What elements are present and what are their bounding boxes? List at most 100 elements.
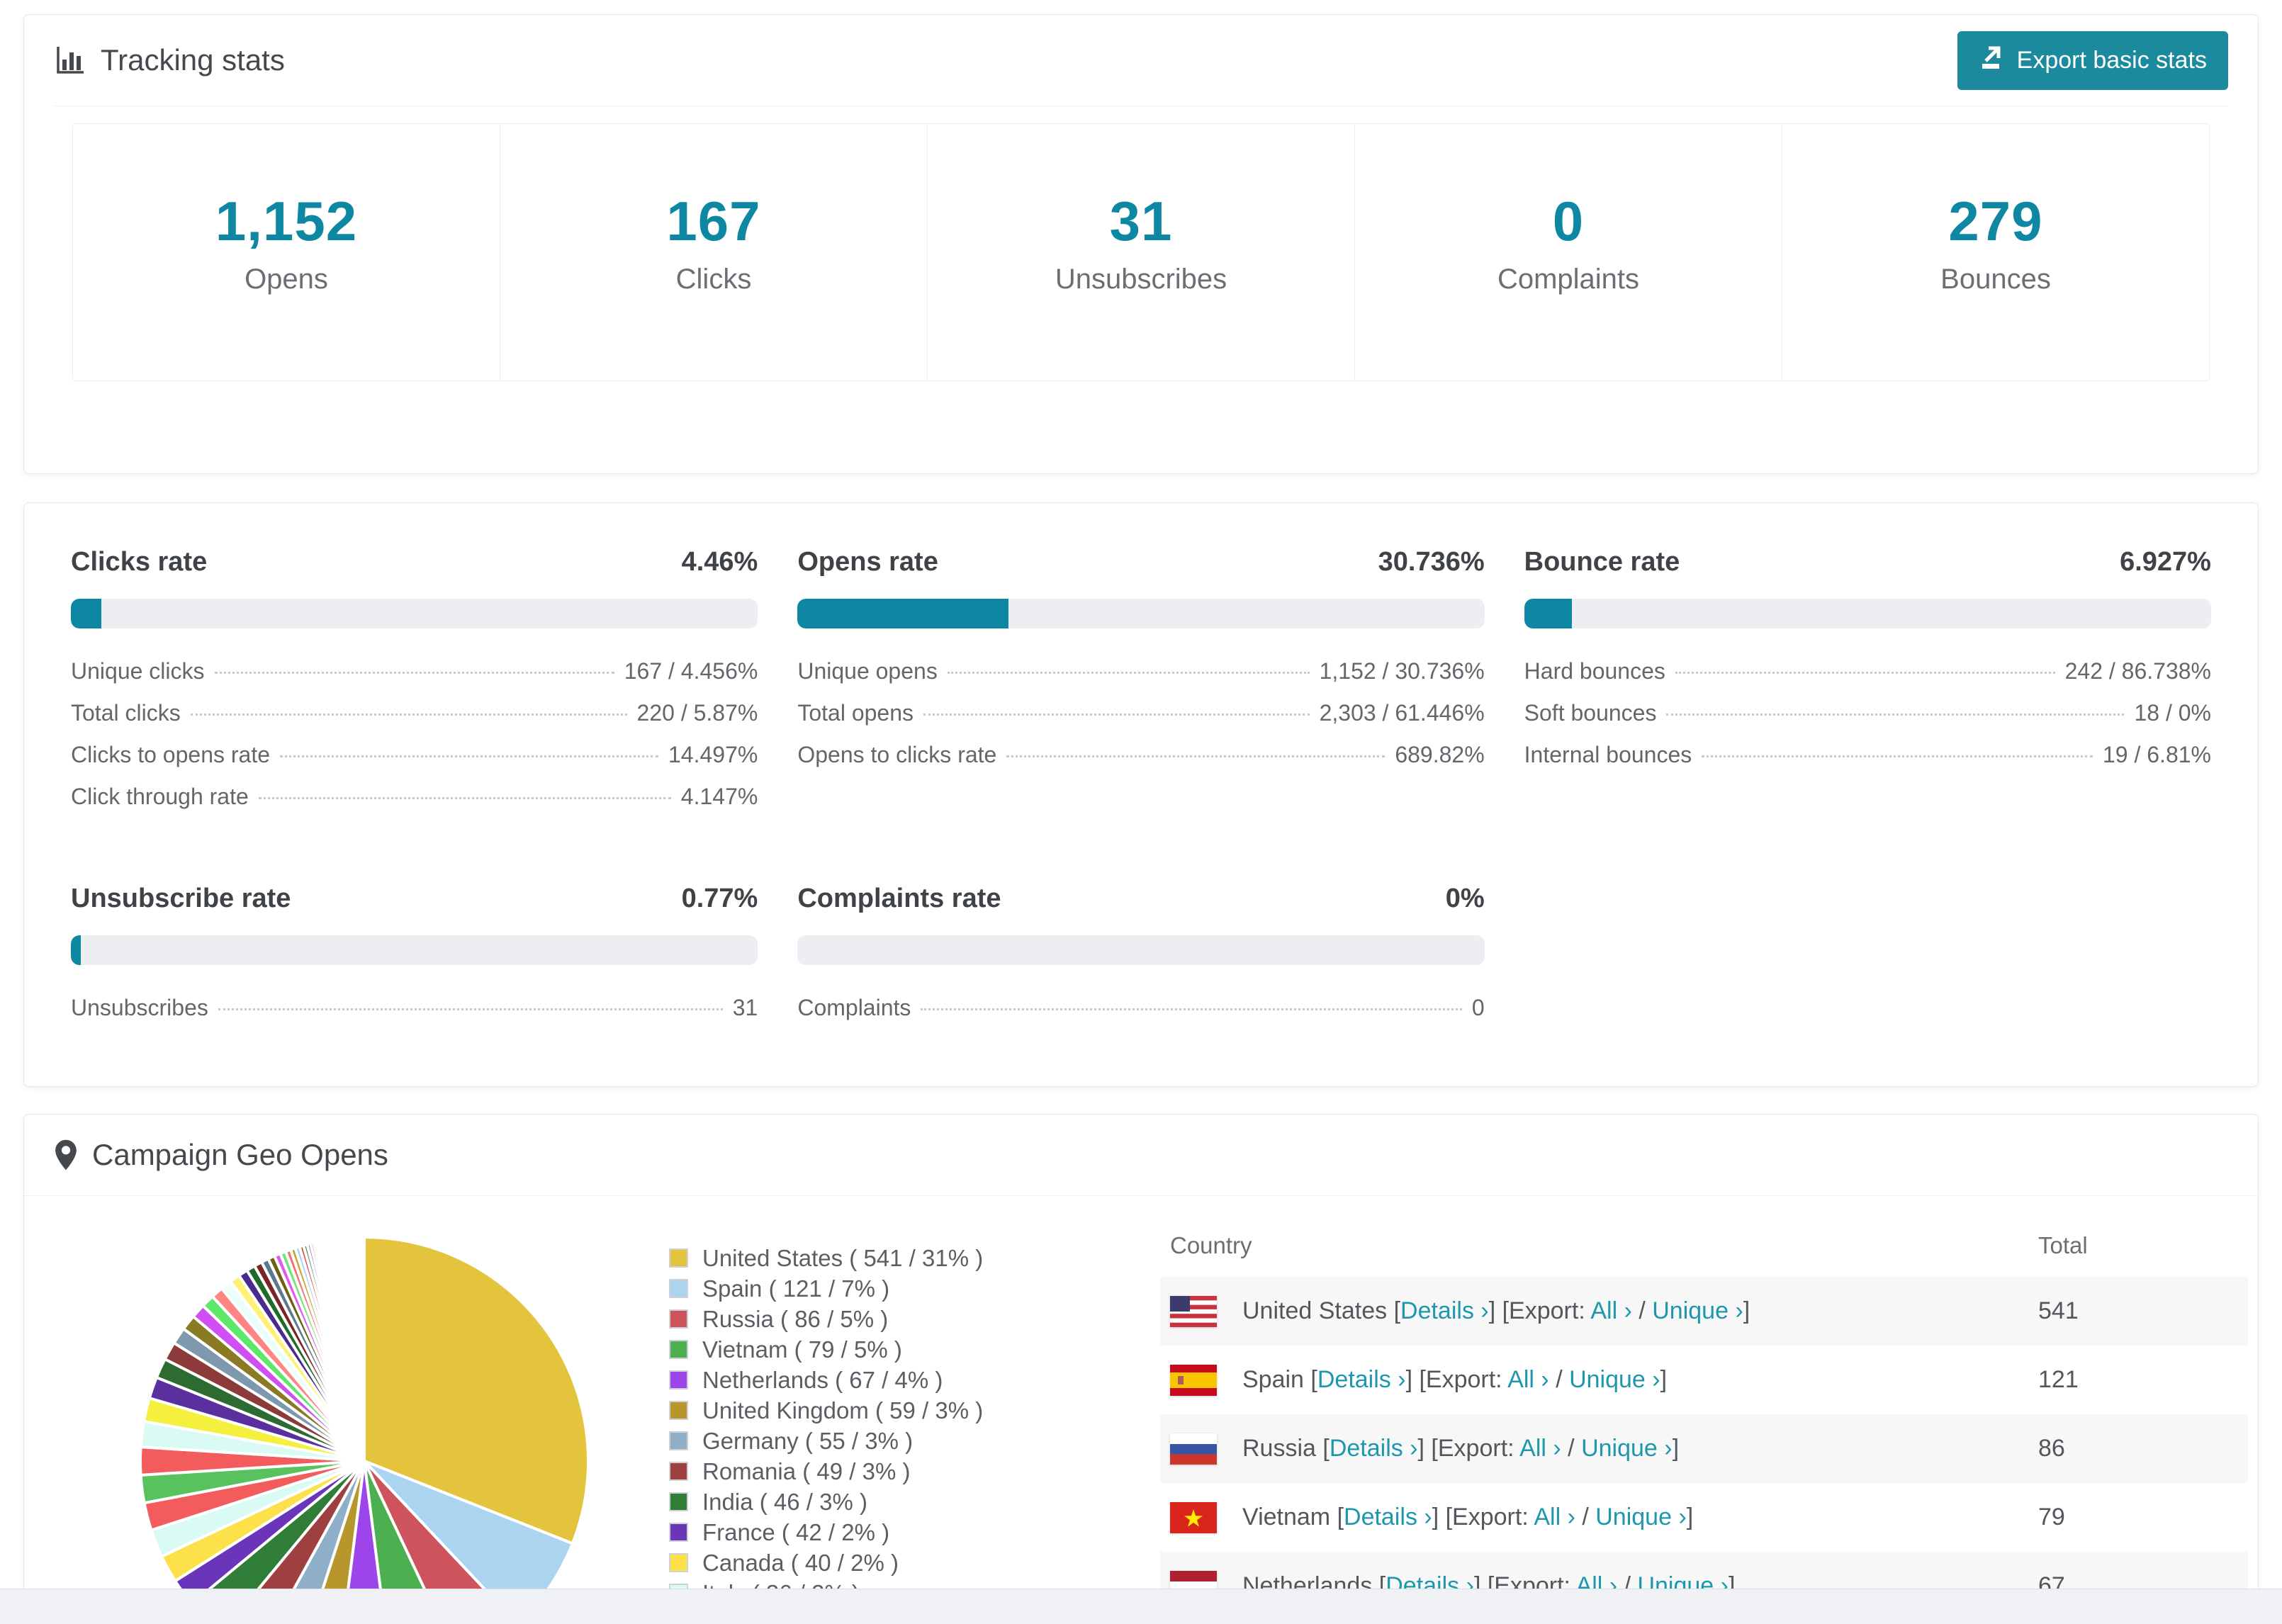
country-flag-icon-us [1170, 1295, 1217, 1327]
rate-row: Total clicks 220 / 5.87% [71, 700, 758, 742]
details-link[interactable]: Details › [1317, 1366, 1406, 1393]
total-cell: 86 [2038, 1435, 2065, 1462]
legend-item[interactable]: Germany ( 55 / 3% ) [669, 1426, 983, 1456]
rate-progress-track [71, 935, 758, 965]
geo-country-table: Country Total United States [Details ›] [… [1160, 1214, 2248, 1624]
rate-panel-title: Complaints rate [797, 884, 1001, 913]
total-cell: 121 [2038, 1366, 2079, 1393]
rate-row: Complaints 0 [797, 995, 1484, 1037]
geo-opens-title-text: Campaign Geo Opens [92, 1138, 388, 1171]
export-basic-stats-button[interactable]: Export basic stats [1957, 30, 2228, 90]
rate-panel: Complaints rate 0% Complaints 0 [797, 884, 1485, 1037]
legend-swatch [669, 1401, 688, 1420]
legend-swatch [669, 1309, 688, 1329]
rate-panel-header: Complaints rate 0% [797, 884, 1484, 914]
legend-label: Spain ( 121 / 7% ) [702, 1275, 890, 1302]
bracket: ] [1728, 1572, 1736, 1599]
geo-opens-card: Campaign Geo Opens United States ( 541 /… [23, 1114, 2259, 1624]
rate-panel-title: Clicks rate [71, 547, 208, 577]
export-unique-link[interactable]: Unique › [1569, 1366, 1660, 1393]
rate-panel-value: 6.927% [2120, 547, 2211, 577]
export-all-link[interactable]: All › [1507, 1366, 1549, 1393]
geo-pie-legend: United States ( 541 / 31% ) Spain ( 121 /… [669, 1243, 983, 1624]
legend-item[interactable]: France ( 42 / 2% ) [669, 1517, 983, 1547]
export-label: ] [Export: [1488, 1297, 1591, 1324]
rates-grid: Clicks rate 4.46% Unique clicks 167 / 4.456… [71, 547, 2211, 1037]
bracket: ] [1672, 1435, 1680, 1462]
dotted-leader [1666, 714, 2125, 716]
pie-slice [335, 1236, 366, 1462]
bar-chart-icon [54, 44, 86, 77]
legend-label: Netherlands ( 67 / 4% ) [702, 1366, 943, 1393]
legend-swatch [669, 1462, 688, 1481]
rate-panel-value: 4.46% [681, 547, 758, 577]
geo-opens-title: Campaign Geo Opens [54, 1138, 388, 1172]
total-cell: 541 [2038, 1297, 2079, 1324]
country-name: United States [1242, 1297, 1394, 1324]
legend-swatch [669, 1248, 688, 1268]
table-row: Russia [Details ›] [Export: All › / Uniq… [1160, 1414, 2248, 1483]
rate-row: Soft bounces 18 / 0% [1524, 700, 2211, 742]
export-all-link[interactable]: All › [1534, 1504, 1575, 1530]
legend-item[interactable]: Russia ( 86 / 5% ) [669, 1304, 983, 1334]
legend-item[interactable]: Vietnam ( 79 / 5% ) [669, 1334, 983, 1365]
dotted-leader [190, 714, 627, 716]
export-all-link[interactable]: All › [1590, 1297, 1632, 1324]
details-link[interactable]: Details › [1400, 1297, 1489, 1324]
country-name: Spain [1242, 1366, 1311, 1393]
rate-row-label: Unique clicks [71, 658, 205, 684]
legend-label: Canada ( 40 / 2% ) [702, 1549, 899, 1576]
legend-item[interactable]: India ( 46 / 3% ) [669, 1487, 983, 1517]
export-label: ] [Export: [1432, 1504, 1534, 1530]
bracket: [ [1378, 1572, 1386, 1599]
dotted-leader [1702, 755, 2093, 757]
slash: / [1561, 1435, 1582, 1462]
rate-row-label: Total opens [797, 700, 914, 726]
rate-progress-fill [71, 935, 81, 965]
rate-row: Unsubscribes 31 [71, 995, 758, 1037]
rate-rows: Unique opens 1,152 / 30.736% Total opens 2,… [797, 658, 1484, 784]
rate-row: Hard bounces 242 / 86.738% [1524, 658, 2211, 700]
country-cell: Vietnam [Details ›] [Export: All › / Uni… [1242, 1504, 1693, 1531]
bracket: [ [1310, 1366, 1317, 1393]
legend-item[interactable]: Spain ( 121 / 7% ) [669, 1273, 983, 1304]
pie-slice [363, 1460, 443, 1624]
summary-stat-value: 167 [666, 190, 761, 252]
table-row: Spain [Details ›] [Export: All › / Uniqu… [1160, 1346, 2248, 1414]
legend-swatch [669, 1431, 688, 1450]
rate-row-value: 14.497% [668, 742, 758, 767]
rate-panel-header: Unsubscribe rate 0.77% [71, 884, 758, 914]
legend-item[interactable]: Canada ( 40 / 2% ) [669, 1547, 983, 1578]
export-icon [1979, 44, 2006, 77]
dotted-leader [947, 672, 1310, 674]
export-unique-link[interactable]: Unique › [1595, 1504, 1687, 1530]
legend-item[interactable]: United States ( 541 / 31% ) [669, 1243, 983, 1273]
slash: / [1617, 1572, 1638, 1599]
legend-item[interactable]: Netherlands ( 67 / 4% ) [669, 1365, 983, 1395]
details-link[interactable]: Details › [1344, 1504, 1432, 1530]
export-all-link[interactable]: All › [1519, 1435, 1561, 1462]
dotted-leader [1675, 672, 2055, 674]
summary-stat-value: 279 [1948, 190, 2043, 252]
rate-row-label: Click through rate [71, 784, 249, 809]
rate-row-value: 1,152 / 30.736% [1319, 658, 1485, 684]
rate-row-value: 167 / 4.456% [624, 658, 758, 684]
rate-panel: Bounce rate 6.927% Hard bounces 242 / 86.73… [1524, 547, 2211, 825]
rate-row-value: 689.82% [1395, 742, 1485, 767]
legend-item[interactable]: Romania ( 49 / 3% ) [669, 1456, 983, 1487]
rate-row: Total opens 2,303 / 61.446% [797, 700, 1484, 742]
dotted-leader [214, 672, 614, 674]
rate-panel-title: Bounce rate [1524, 547, 1680, 577]
details-link[interactable]: Details › [1329, 1435, 1418, 1462]
bracket: [ [1322, 1435, 1330, 1462]
country-cell: Russia [Details ›] [Export: All › / Uniq… [1242, 1435, 1679, 1462]
legend-swatch [669, 1370, 688, 1389]
export-unique-link[interactable]: Unique › [1581, 1435, 1673, 1462]
rates-card: Clicks rate 4.46% Unique clicks 167 / 4.456… [23, 502, 2259, 1087]
slash: / [1575, 1504, 1596, 1530]
legend-label: Germany ( 55 / 3% ) [702, 1427, 914, 1454]
legend-item[interactable]: United Kingdom ( 59 / 3% ) [669, 1395, 983, 1426]
tracking-stats-card: Tracking stats Export basic stats 1,152 O… [23, 14, 2259, 474]
rate-row: Unique opens 1,152 / 30.736% [797, 658, 1484, 700]
export-unique-link[interactable]: Unique › [1652, 1297, 1743, 1324]
